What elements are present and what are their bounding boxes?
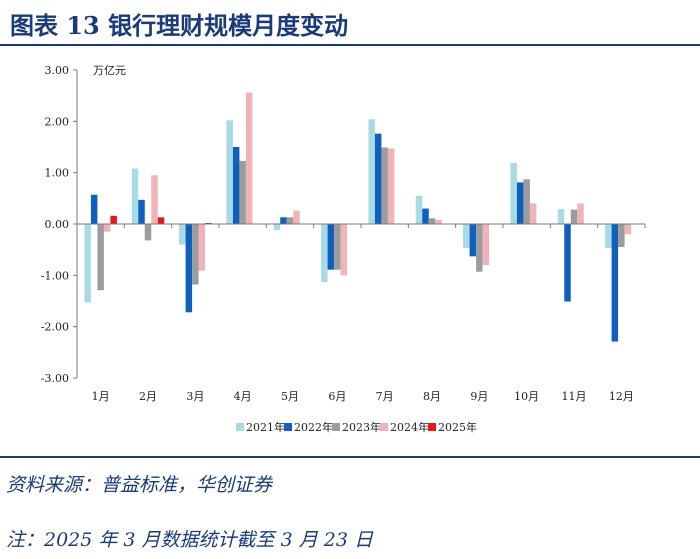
x-tick-label: 7月 <box>376 390 394 403</box>
y-tick-label: 0.00 <box>45 218 70 231</box>
bar <box>368 119 375 224</box>
bar <box>97 224 104 291</box>
bar <box>529 203 537 224</box>
bar <box>463 224 470 249</box>
bar <box>245 92 253 224</box>
y-tick-label: -3.00 <box>41 372 69 385</box>
bar <box>523 179 530 224</box>
bar <box>232 147 240 224</box>
y-tick-label: -1.00 <box>41 269 69 282</box>
bar <box>482 224 490 266</box>
bar <box>205 222 212 224</box>
bar <box>151 175 158 224</box>
legend-swatch <box>380 423 388 431</box>
bar <box>605 224 612 249</box>
footnote: 注：2025 年 3 月数据统计截至 3 月 23 日 <box>6 529 373 551</box>
bar <box>516 182 524 224</box>
legend-label: 2022年 <box>294 420 333 434</box>
x-tick-label: 1月 <box>92 390 110 403</box>
footer-divider <box>0 456 700 458</box>
bar <box>340 224 348 276</box>
y-tick-label: 1.00 <box>45 167 70 180</box>
bar <box>624 224 632 235</box>
bar <box>157 217 165 224</box>
bar <box>280 217 287 224</box>
x-tick-label: 12月 <box>609 390 634 403</box>
bar <box>510 162 517 224</box>
bar <box>469 224 477 257</box>
bar <box>198 224 206 271</box>
legend-label: 2023年 <box>342 420 381 434</box>
legend-swatch <box>332 423 340 431</box>
bar <box>84 224 91 303</box>
bar <box>570 209 578 224</box>
x-tick-label: 11月 <box>562 390 587 403</box>
x-tick-label: 9月 <box>470 390 488 403</box>
bar <box>273 224 281 231</box>
legend-swatch <box>284 423 292 431</box>
x-tick-label: 2月 <box>139 390 157 403</box>
title-divider <box>0 44 700 46</box>
bar <box>381 147 388 224</box>
bar <box>415 195 423 224</box>
bar <box>387 148 395 224</box>
y-tick-label: -2.00 <box>41 321 69 334</box>
legend-swatch <box>428 423 436 431</box>
bar <box>564 224 571 302</box>
bar <box>374 133 382 224</box>
source-note: 资料来源：普益标准，华创证券 <box>6 474 273 496</box>
x-tick-label: 3月 <box>186 390 204 403</box>
bar <box>321 224 328 283</box>
bar <box>179 224 186 245</box>
bar <box>428 218 436 224</box>
bar <box>185 224 193 313</box>
bar <box>239 160 246 224</box>
bar <box>110 215 117 224</box>
bar <box>103 224 111 232</box>
y-tick-label: 2.00 <box>45 115 70 128</box>
bar <box>476 224 483 272</box>
chart-title: 图表 13 银行理财规模月度变动 <box>10 11 349 40</box>
y-unit-label: 万亿元 <box>93 64 126 77</box>
bar <box>334 224 341 270</box>
legend-label: 2024年 <box>390 420 429 434</box>
x-tick-label: 6月 <box>328 390 346 403</box>
bar <box>557 209 565 224</box>
x-tick-label: 4月 <box>234 390 252 403</box>
bar <box>435 219 442 224</box>
bar <box>226 120 233 224</box>
legend-swatch <box>236 423 244 431</box>
bar <box>293 210 300 224</box>
legend-label: 2021年 <box>246 420 285 434</box>
bar <box>618 224 625 248</box>
bar <box>327 224 335 270</box>
legend-label: 2025年 <box>438 420 477 434</box>
x-tick-label: 8月 <box>423 390 441 403</box>
bar-chart: 3.00 2.00 1.00 0.00 -1.00 -2.00 -3.00 万亿元 1月 2月 3月… <box>41 64 646 434</box>
bar <box>422 208 429 224</box>
bar <box>611 224 619 342</box>
bar <box>138 199 145 224</box>
bar <box>577 203 584 224</box>
bar <box>131 168 139 224</box>
bar <box>286 217 294 224</box>
bar <box>192 224 199 285</box>
y-tick-label: 3.00 <box>45 64 70 77</box>
x-tick-label: 5月 <box>281 390 299 403</box>
bar <box>90 194 98 224</box>
x-tick-label: 10月 <box>514 390 539 403</box>
bar <box>144 224 152 241</box>
